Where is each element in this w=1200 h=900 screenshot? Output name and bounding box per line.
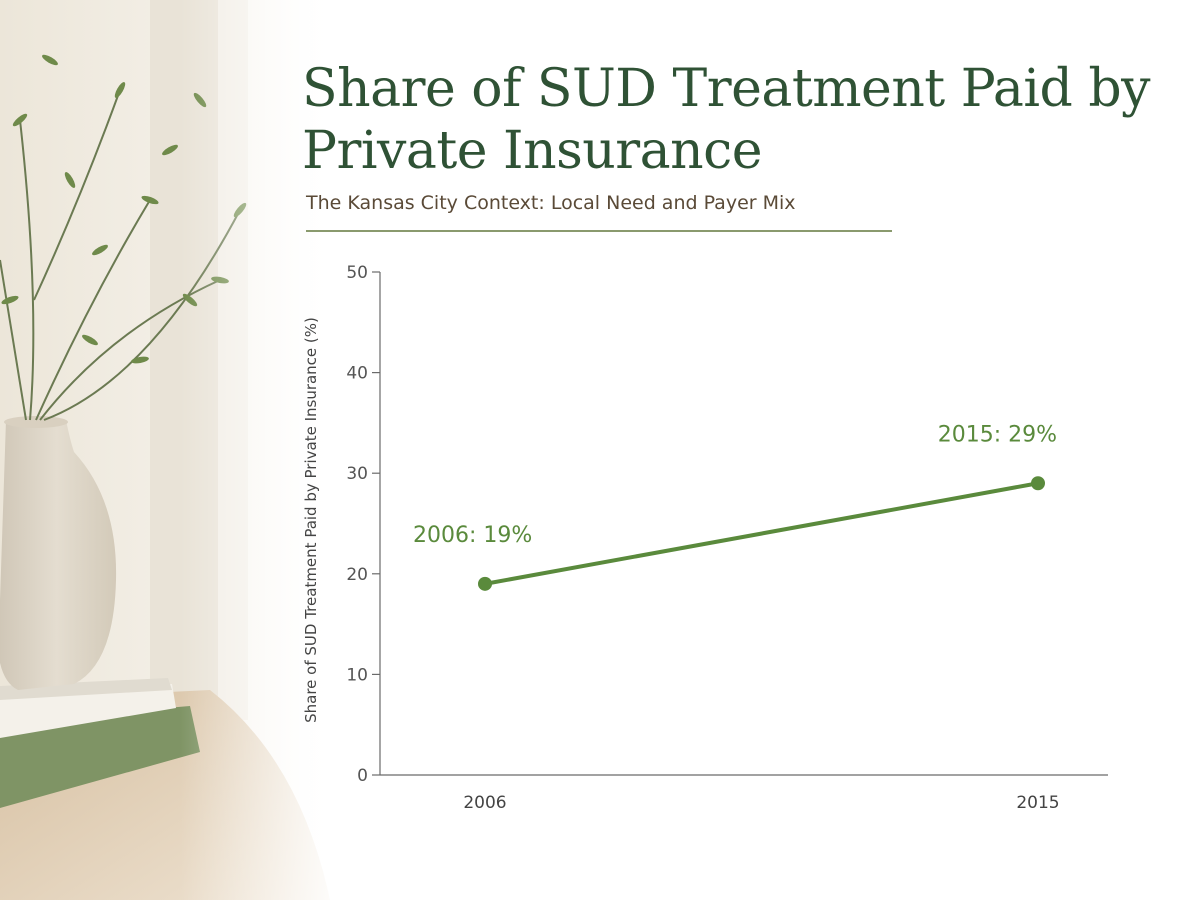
y-tick-label: 30 xyxy=(346,464,368,484)
y-axis-label: Share of SUD Treatment Paid by Private I… xyxy=(302,317,320,723)
data-point xyxy=(478,576,492,591)
background-photo xyxy=(0,0,350,900)
y-tick-label: 10 xyxy=(346,665,368,685)
y-tick-label: 0 xyxy=(357,766,368,786)
series-line xyxy=(483,481,1040,586)
y-tick-label: 20 xyxy=(346,565,368,585)
chart-area: 0 10 20 30 40 50 2006 2015 Share of SUD Treatm… xyxy=(302,263,1108,813)
x-tick-label: 2015 xyxy=(1016,793,1059,813)
subtitle-divider xyxy=(306,230,892,232)
data-label: 2015: 29% xyxy=(938,422,1057,447)
data-point xyxy=(1031,476,1045,491)
x-tick-label: 2006 xyxy=(463,793,506,813)
y-tick-label: 40 xyxy=(346,364,368,384)
page-title: Share of SUD Treatment Paid by Private I… xyxy=(302,59,1151,181)
y-tick-label: 50 xyxy=(346,263,368,283)
page-subtitle: The Kansas City Context: Local Need and … xyxy=(306,192,796,214)
data-label: 2006: 19% xyxy=(413,523,532,548)
